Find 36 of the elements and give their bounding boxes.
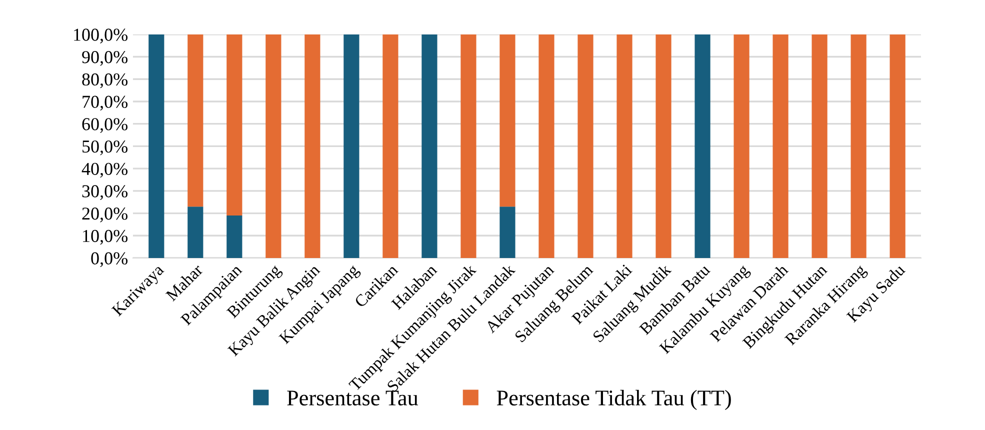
bar [188, 206, 204, 258]
bar [304, 34, 320, 258]
bar [578, 34, 594, 258]
bar [460, 34, 476, 258]
bar [734, 34, 750, 258]
bar [188, 34, 204, 207]
bar [382, 34, 398, 258]
bar [890, 34, 906, 258]
y-tick-label: 70,0% [82, 96, 128, 111]
y-tick-label: 20,0% [82, 208, 128, 222]
bar [344, 34, 360, 258]
legend-label: Persentase Tau [287, 390, 418, 406]
bar [500, 34, 516, 207]
y-tick-label: 60,0% [82, 118, 128, 133]
y-tick-label: 40,0% [82, 162, 128, 178]
y-tick-label: 0,0% [91, 252, 128, 268]
bar [266, 34, 282, 258]
bar [226, 34, 242, 216]
bar [850, 34, 866, 258]
bar [616, 34, 632, 258]
bar [422, 34, 438, 258]
bar [538, 34, 554, 258]
y-tick-label: 80,0% [82, 73, 128, 88]
bar [772, 34, 788, 258]
bar [812, 34, 828, 258]
y-tick-label: 50,0% [82, 140, 128, 156]
legend-label: Persentase Tidak Tau (TT) [496, 390, 731, 410]
bar [500, 206, 516, 258]
y-tick-label: 90,0% [82, 51, 128, 66]
bar [148, 34, 164, 258]
bar [694, 34, 710, 258]
y-tick-label: 100,0% [74, 28, 128, 44]
y-tick-label: 30,0% [82, 185, 128, 200]
bar [226, 216, 242, 258]
bar [656, 34, 672, 258]
y-tick-label: 10,0% [83, 230, 128, 245]
